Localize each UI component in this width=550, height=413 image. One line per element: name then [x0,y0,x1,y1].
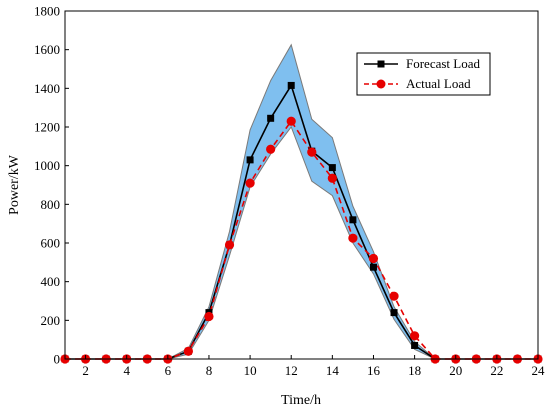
legend: Forecast Load Actual Load [356,52,491,96]
x-tick-label: 8 [206,363,213,378]
x-tick-label: 6 [165,363,172,378]
forecast-point [390,309,398,317]
actual-point [389,291,399,301]
x-axis-ticks: 2 4 6 8 10 12 14 16 18 20 22 24 [82,355,545,378]
y-tick-label: 1400 [34,81,60,96]
forecast-point [369,263,377,271]
actual-point [224,240,235,250]
forecast-point [246,156,254,164]
x-tick-label: 14 [326,363,340,378]
actual-point [266,144,276,154]
y-tick-label: 1600 [34,42,60,57]
x-tick-label: 4 [123,363,130,378]
actual-point [183,346,193,356]
legend-actual-marker [376,79,386,89]
y-tick-label: 1000 [34,158,60,173]
actual-point [348,233,358,243]
y-tick-label: 0 [54,352,61,367]
forecast-point [328,164,336,172]
forecast-point [267,114,275,122]
x-tick-label: 22 [490,363,503,378]
y-tick-label: 800 [41,197,61,212]
y-axis-title: Power/kW [7,154,22,215]
y-tick-label: 200 [41,313,61,328]
y-axis-ticks: 0 200 400 600 800 1000 1200 1400 1600 1800 [34,4,69,367]
actual-point [368,253,379,264]
actual-point [204,311,214,322]
legend-forecast-marker [377,60,385,68]
forecast-point [411,341,419,349]
y-tick-label: 600 [41,236,61,251]
actual-point [286,116,296,126]
y-tick-label: 1200 [34,120,60,135]
actual-point [307,147,317,157]
y-tick-label: 400 [41,274,61,289]
y-tick-label: 1800 [34,4,60,19]
forecast-point [287,81,295,89]
plot-frame [64,10,539,360]
x-axis-title: Time/h [281,393,321,408]
x-tick-label: 18 [408,363,421,378]
x-tick-label: 2 [82,363,89,378]
x-tick-label: 20 [449,363,462,378]
actual-point [327,173,337,183]
x-tick-label: 16 [367,363,381,378]
legend-box [356,52,491,96]
x-tick-label: 12 [285,363,298,378]
actual-point [245,178,255,188]
x-tick-label: 10 [244,363,257,378]
x-tick-label: 24 [532,363,546,378]
forecast-point [349,216,357,224]
legend-forecast-label: Forecast Load [406,56,481,71]
actual-point [410,331,420,341]
legend-actual-label: Actual Load [406,76,471,91]
